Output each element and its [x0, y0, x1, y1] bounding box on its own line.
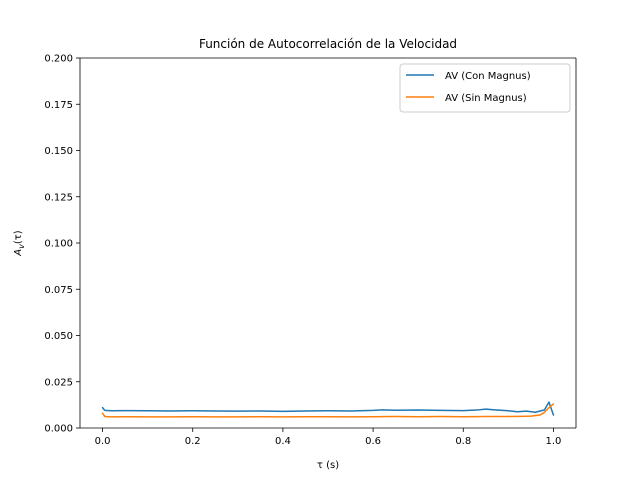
legend-label-sin-magnus: AV (Sin Magnus) [445, 93, 527, 104]
x-tick-label: 0.8 [455, 436, 471, 447]
series-line-sin-magnus [101, 403, 555, 418]
y-tick-label: 0.200 [44, 54, 73, 65]
x-tick-label: 0.0 [95, 436, 111, 447]
legend-box [399, 63, 571, 113]
y-axis-label-sub: v [17, 244, 26, 249]
y-tick-label: 0.000 [44, 424, 73, 435]
x-tick-label: 0.2 [185, 436, 201, 447]
plot-area [80, 58, 576, 428]
y-tick-label: 0.175 [44, 100, 73, 111]
y-tick-label: 0.100 [44, 239, 73, 250]
x-tick-label: 0.6 [365, 436, 381, 447]
x-tick-label: 0.4 [275, 436, 291, 447]
y-axis-label-main: A [13, 249, 24, 257]
legend: AV (Con Magnus) AV (Sin Magnus) [399, 63, 571, 113]
x-axis-label: τ (s) [317, 460, 339, 471]
y-axis-label-arg: (τ) [13, 230, 24, 244]
x-tick-label: 1.0 [546, 436, 562, 447]
legend-label-con-magnus: AV (Con Magnus) [445, 71, 531, 82]
y-ticks: 0.000 0.025 0.050 0.075 0.100 0.125 0.150 0.175… [44, 54, 80, 435]
y-tick-label: 0.075 [44, 285, 73, 296]
y-axis-label: Av(τ) [13, 230, 26, 257]
y-tick-label: 0.050 [44, 331, 73, 342]
series-layer [101, 401, 555, 418]
x-ticks: 0.0 0.2 0.4 0.6 0.8 1.0 [95, 428, 562, 447]
y-tick-label: 0.150 [44, 146, 73, 157]
chart-title: Función de Autocorrelación de la Velocid… [199, 37, 457, 51]
y-tick-label: 0.125 [44, 192, 73, 203]
series-line-con-magnus [101, 401, 555, 416]
y-tick-label: 0.025 [44, 377, 73, 388]
